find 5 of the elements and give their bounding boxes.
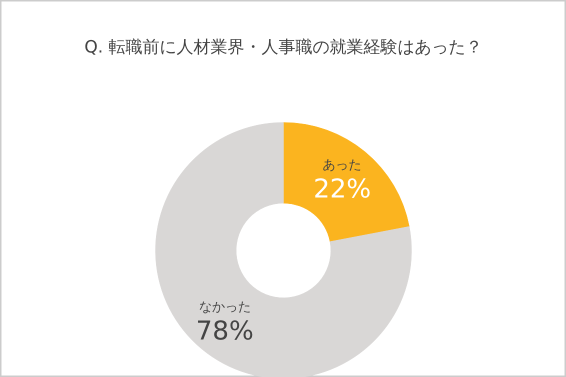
slice-label: なかった: [198, 300, 251, 316]
data-label: 78%: [196, 316, 254, 347]
data-label: 22%: [313, 174, 372, 204]
chart-title: Q. 転職前に人材業界・人事職の就業経験はあった？: [84, 38, 483, 58]
slice-label: あった: [322, 158, 362, 173]
